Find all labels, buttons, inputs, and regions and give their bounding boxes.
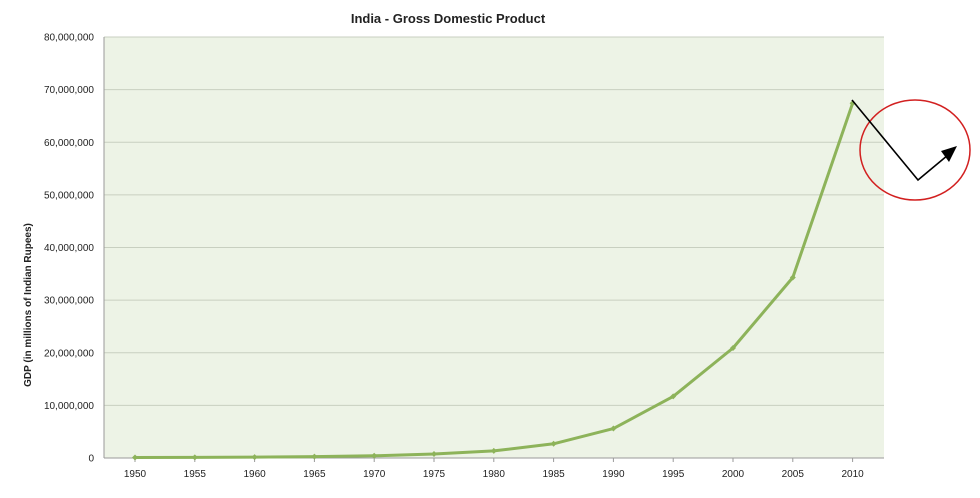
data-point — [730, 345, 736, 352]
x-tick-label: 1950 — [124, 469, 147, 480]
y-tick-label: 60,000,000 — [44, 138, 94, 149]
chart-title: India - Gross Domestic Product — [351, 11, 546, 26]
data-point — [371, 452, 378, 459]
data-point — [789, 274, 796, 281]
data-point — [490, 447, 497, 454]
x-tick-label: 1965 — [303, 469, 326, 480]
x-tick-label: 1960 — [243, 469, 266, 480]
y-tick-label: 10,000,000 — [44, 401, 94, 412]
x-tick-label: 1990 — [602, 469, 625, 480]
x-tick-label: 1970 — [363, 469, 386, 480]
x-tick-label: 2010 — [841, 469, 864, 480]
y-tick-label: 40,000,000 — [44, 243, 94, 254]
annotation-group — [851, 99, 971, 201]
y-tick-label: 70,000,000 — [44, 85, 94, 96]
data-point — [132, 454, 138, 461]
y-tick-label: 20,000,000 — [44, 348, 94, 359]
y-tick-label: 50,000,000 — [44, 190, 94, 201]
y-tick-label: 30,000,000 — [44, 296, 94, 307]
data-point — [191, 454, 198, 461]
plot-area: 0 10,000,000 20,000,000 30,000,000 40,000,00… — [44, 33, 884, 480]
x-tick-label: 1985 — [542, 469, 565, 480]
x-tick-label: 1980 — [483, 469, 506, 480]
data-point — [610, 425, 617, 432]
x-tick-label: 1955 — [184, 469, 207, 480]
data-point — [251, 454, 258, 461]
x-tick-label: 1995 — [662, 469, 685, 480]
y-tick-label: 0 — [88, 454, 94, 465]
y-tick-label: 80,000,000 — [44, 33, 94, 44]
arrowhead-icon — [941, 146, 957, 162]
data-point — [550, 440, 557, 447]
x-tick-label: 1975 — [423, 469, 446, 480]
y-axis-label: GDP (in millions of Indian Rupees) — [23, 223, 34, 387]
annotation-arrow-line — [851, 99, 949, 182]
data-point — [670, 393, 677, 400]
annotation-circle — [859, 99, 971, 201]
x-tick-label: 2005 — [782, 469, 805, 480]
data-point — [431, 451, 437, 458]
data-point — [311, 453, 318, 460]
x-tick-label: 2000 — [722, 469, 745, 480]
